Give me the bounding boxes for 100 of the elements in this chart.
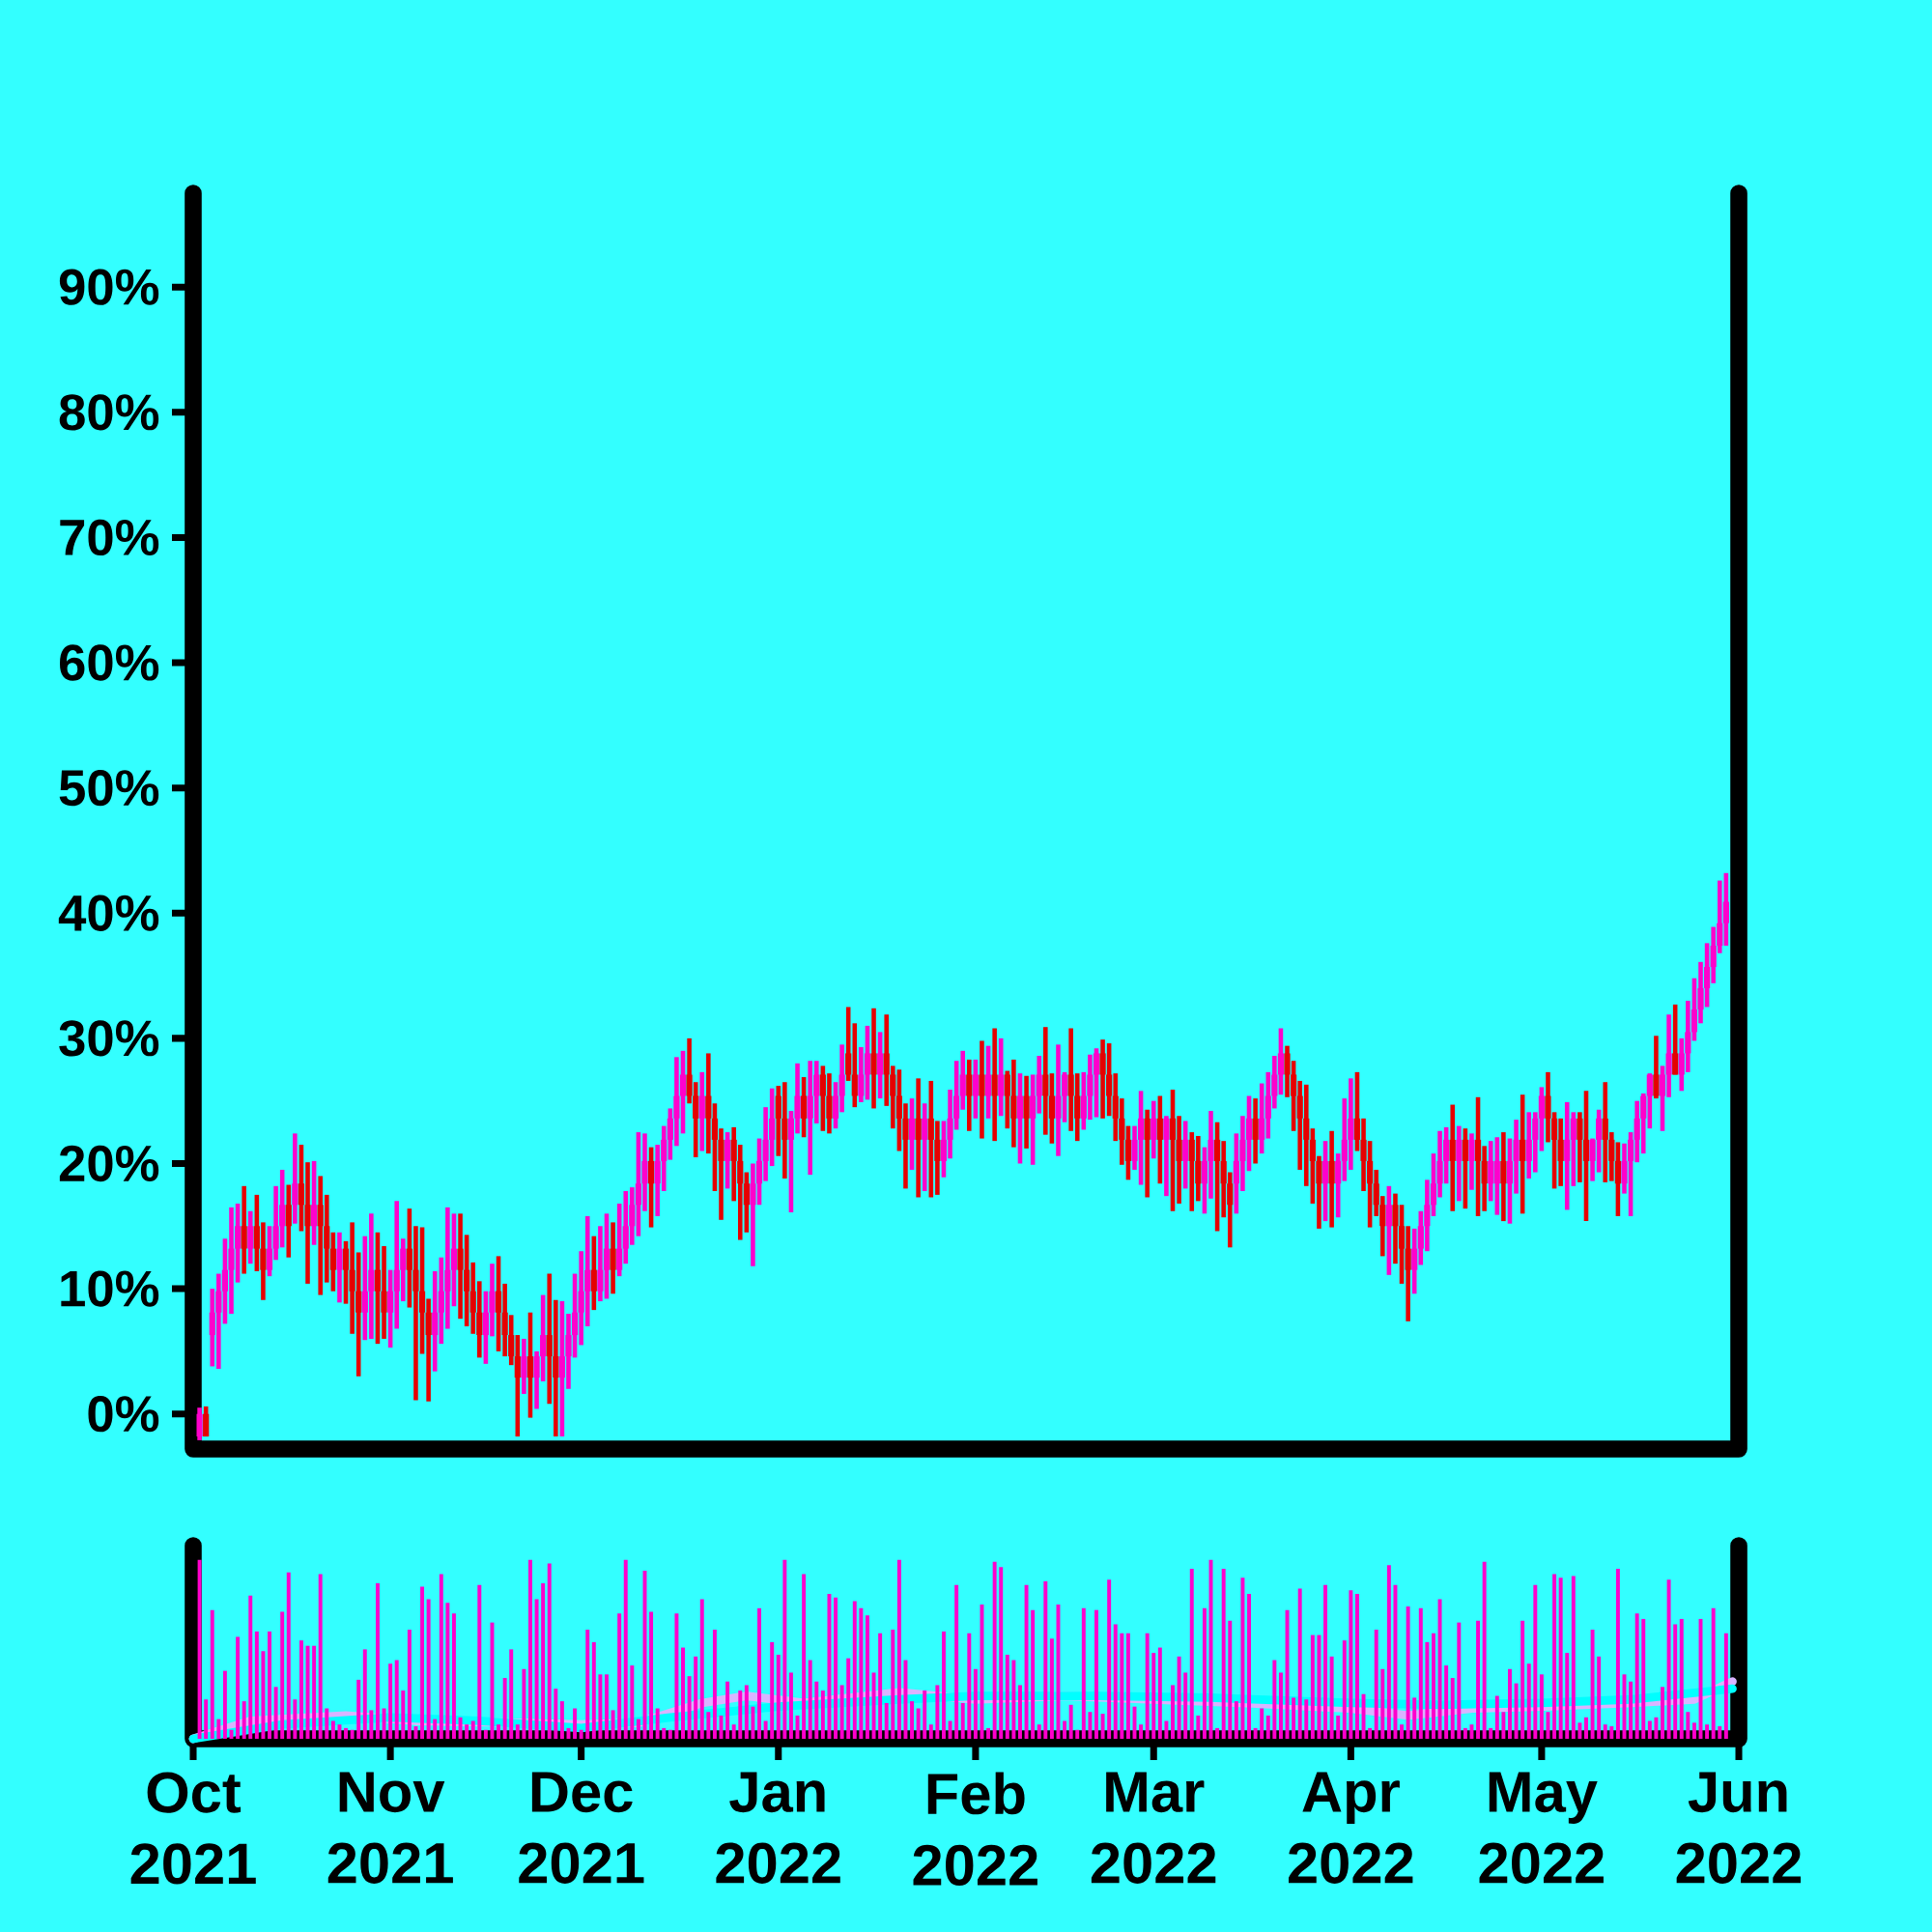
candlestick bbox=[1468, 1133, 1475, 1190]
candlestick bbox=[984, 1045, 992, 1119]
bar bbox=[1342, 1640, 1347, 1739]
bar bbox=[1718, 1726, 1722, 1739]
candlestick bbox=[241, 1185, 247, 1274]
bar bbox=[298, 1640, 303, 1739]
candlestick bbox=[877, 1032, 884, 1099]
candlestick bbox=[1144, 1109, 1151, 1198]
bar bbox=[1310, 1634, 1315, 1739]
bar bbox=[204, 1699, 209, 1739]
bar bbox=[1691, 1722, 1696, 1739]
bar bbox=[248, 1595, 253, 1739]
bar bbox=[1329, 1656, 1334, 1739]
bar bbox=[497, 1724, 501, 1739]
bar bbox=[1171, 1685, 1175, 1739]
bar bbox=[763, 1720, 768, 1739]
bar bbox=[515, 1724, 520, 1739]
bar bbox=[712, 1630, 717, 1739]
bar bbox=[1577, 1722, 1582, 1739]
bar bbox=[1139, 1724, 1144, 1739]
bar bbox=[891, 1630, 895, 1739]
bar bbox=[744, 1685, 749, 1739]
bar bbox=[1063, 1720, 1067, 1739]
bar bbox=[1476, 1620, 1481, 1739]
bar bbox=[1666, 1579, 1671, 1739]
bar bbox=[585, 1630, 590, 1739]
candlestick bbox=[1462, 1128, 1468, 1209]
y-tick-label: 60% bbox=[59, 644, 159, 681]
bar bbox=[1265, 1715, 1270, 1739]
bar bbox=[1005, 1654, 1009, 1739]
candlestick bbox=[1151, 1100, 1157, 1159]
bar bbox=[846, 1658, 851, 1739]
bar bbox=[1292, 1697, 1296, 1739]
candlestick bbox=[285, 1184, 292, 1258]
candlestick bbox=[1163, 1116, 1170, 1197]
candlestick bbox=[801, 1077, 808, 1138]
bar bbox=[1552, 1574, 1557, 1739]
bar bbox=[509, 1649, 514, 1739]
candlestick bbox=[610, 1222, 616, 1294]
candlestick bbox=[1023, 1075, 1030, 1149]
bar bbox=[1336, 1715, 1341, 1739]
bar bbox=[1037, 1724, 1041, 1739]
bar bbox=[1501, 1712, 1506, 1739]
candlestick bbox=[1252, 1098, 1259, 1164]
bar bbox=[1450, 1678, 1455, 1739]
bar bbox=[788, 1672, 793, 1739]
bar bbox=[1088, 1712, 1093, 1739]
bar bbox=[573, 1708, 578, 1739]
bar bbox=[325, 1708, 329, 1739]
y-tick-label: 20% bbox=[59, 1145, 159, 1182]
bar bbox=[1260, 1708, 1264, 1739]
bar bbox=[776, 1654, 781, 1739]
bar bbox=[910, 1701, 915, 1739]
candlestick bbox=[1653, 1036, 1660, 1099]
candlestick bbox=[979, 1040, 985, 1139]
bar bbox=[834, 1597, 838, 1739]
y-tick-label: 10% bbox=[61, 1270, 159, 1307]
bar bbox=[1068, 1704, 1073, 1739]
candlestick bbox=[247, 1210, 254, 1264]
bar bbox=[1234, 1701, 1238, 1739]
bar bbox=[1368, 1727, 1373, 1739]
candlestick bbox=[1321, 1141, 1329, 1222]
bar bbox=[1584, 1717, 1588, 1739]
bar bbox=[980, 1605, 984, 1739]
bar bbox=[1609, 1726, 1614, 1739]
bar bbox=[1654, 1717, 1659, 1739]
candlestick bbox=[908, 1098, 916, 1170]
bar bbox=[1425, 1642, 1430, 1739]
bar bbox=[502, 1678, 507, 1739]
bar bbox=[1508, 1668, 1512, 1739]
bar bbox=[1323, 1584, 1328, 1739]
bar bbox=[413, 1726, 418, 1739]
bar bbox=[928, 1724, 933, 1739]
bar bbox=[1177, 1656, 1181, 1739]
bar bbox=[559, 1701, 564, 1739]
bar bbox=[236, 1636, 241, 1739]
bar bbox=[1723, 1633, 1728, 1739]
candlestick bbox=[1156, 1095, 1163, 1184]
bar bbox=[1686, 1712, 1690, 1739]
y-tick-label: 80% bbox=[59, 394, 159, 431]
candlestick bbox=[1016, 1073, 1024, 1164]
bar bbox=[305, 1645, 310, 1739]
bar bbox=[1272, 1660, 1277, 1739]
bar bbox=[439, 1574, 443, 1739]
x-tick-label: Nov 2021 bbox=[327, 1772, 453, 1884]
bar bbox=[254, 1631, 259, 1739]
bar bbox=[344, 1727, 348, 1739]
x-tick-label: Oct 2021 bbox=[130, 1772, 256, 1885]
bar bbox=[967, 1633, 972, 1739]
bar bbox=[1463, 1727, 1467, 1739]
bar bbox=[871, 1672, 876, 1739]
y-tick-label: 90% bbox=[59, 269, 159, 305]
bar bbox=[916, 1708, 921, 1739]
bar bbox=[445, 1603, 450, 1739]
candlestick bbox=[311, 1160, 318, 1245]
bar bbox=[859, 1607, 864, 1739]
bar bbox=[1641, 1618, 1646, 1739]
candlestick bbox=[1520, 1094, 1526, 1214]
candlestick bbox=[1328, 1130, 1335, 1228]
bar bbox=[662, 1727, 667, 1739]
